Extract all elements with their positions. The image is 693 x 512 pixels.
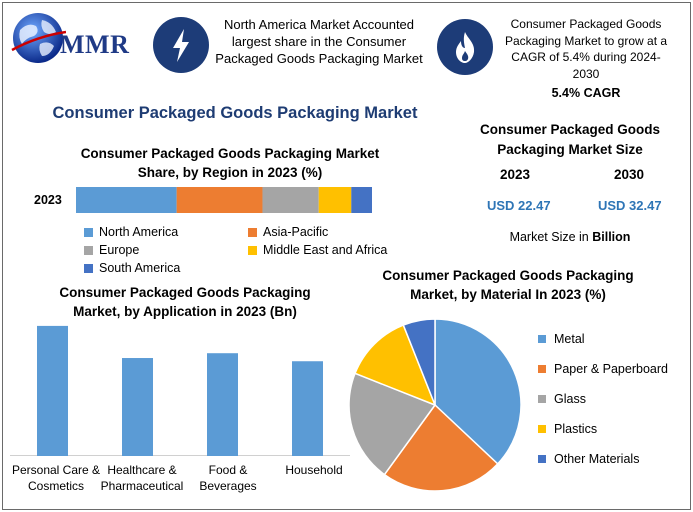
pie-slice-5 [402, 318, 436, 406]
year-2030: 2030 [614, 167, 645, 182]
legend-swatch [538, 365, 546, 373]
legend-swatch [538, 455, 546, 463]
legend-swatch [84, 227, 93, 237]
region-segment-1 [76, 187, 177, 213]
legend-swatch [84, 245, 93, 255]
lightning-bolt-icon [173, 29, 189, 62]
flame-icon [456, 32, 475, 63]
cagr-label: 5.4% CAGR [551, 86, 621, 100]
right-badge [437, 19, 493, 75]
market-size-note-prefix: Market Size in [509, 230, 593, 244]
size-2023: USD 22.47 [487, 198, 551, 213]
region-legend: North America Asia-Pacific Europe Middle… [84, 225, 404, 279]
application-chart-title: Consumer Packaged Goods Packaging Market… [59, 285, 311, 319]
application-bar-2 [122, 358, 153, 456]
pie-slice-1 [434, 318, 522, 465]
legend-label: North America [99, 225, 179, 239]
left-badge [153, 17, 209, 73]
market-size-note: Market Size in Billion [470, 230, 670, 244]
legend-glass: Glass [538, 392, 586, 406]
legend-paper-paperboard: Paper & Paperboard [538, 362, 668, 376]
legend-metal: Metal [538, 332, 585, 346]
legend-swatch [248, 245, 257, 255]
app-category-label: Household [285, 463, 343, 477]
legend-asia-pacific: Asia-Pacific [248, 225, 328, 239]
application-bar-4 [292, 361, 323, 456]
legend-swatch [84, 263, 93, 273]
legend-label: Paper & Paperboard [554, 362, 668, 376]
legend-swatch [248, 227, 257, 237]
legend-middle-east-africa: Middle East and Africa [248, 243, 387, 257]
region-segment-5 [351, 187, 372, 213]
globe-icon [11, 13, 66, 63]
legend-plastics: Plastics [538, 422, 597, 436]
app-category-label: Personal Care & Cosmetics [11, 463, 101, 493]
callout-north-america: North America Market Accounted largest s… [215, 17, 423, 66]
material-chart-title: Consumer Packaged Goods Packaging Market… [382, 268, 634, 302]
size-2030: USD 32.47 [598, 198, 662, 213]
main-title: Consumer Packaged Goods Packaging Market [52, 104, 418, 122]
pie-slice-4 [354, 324, 437, 407]
region-segment-2 [176, 187, 263, 213]
region-stacked-bar [76, 187, 372, 213]
pie-slice-3 [348, 372, 437, 476]
legend-label: Other Materials [554, 452, 640, 466]
market-size-title: Consumer Packaged Goods Packaging Market… [479, 122, 661, 157]
legend-label: Middle East and Africa [263, 243, 388, 257]
legend-label: Glass [554, 392, 586, 406]
legend-south-america: South America [84, 261, 180, 275]
region-chart-title: Consumer Packaged Goods Packaging Market… [80, 146, 380, 180]
legend-other-materials: Other Materials [538, 452, 639, 466]
application-bar-3 [207, 353, 238, 456]
market-size-unit: Billion [592, 230, 631, 244]
year-2023: 2023 [500, 167, 531, 182]
app-category-label: Food & Beverages [199, 463, 257, 493]
legend-swatch [538, 395, 546, 403]
app-category-label: Healthcare & Pharmaceutical [100, 463, 184, 493]
application-bar-1 [37, 325, 68, 456]
callout-cagr: Consumer Packaged Goods Packaging Market… [504, 17, 668, 81]
legend-swatch [538, 425, 546, 433]
legend-label: Metal [554, 332, 585, 346]
pie-slice-2 [383, 403, 499, 492]
legend-europe: Europe [84, 243, 139, 257]
region-segment-4 [318, 187, 352, 213]
material-legend: Metal Paper & Paperboard Glass Plastics … [538, 332, 688, 472]
material-pie-chart [348, 318, 522, 492]
region-segment-3 [262, 187, 319, 213]
legend-label: Europe [99, 243, 140, 257]
legend-label: Asia-Pacific [263, 225, 329, 239]
legend-swatch [538, 335, 546, 343]
mmr-logo: MMR [10, 8, 140, 68]
legend-north-america: North America [84, 225, 178, 239]
region-bar-category: 2023 [34, 193, 62, 207]
legend-label: Plastics [554, 422, 598, 436]
legend-label: South America [99, 261, 181, 275]
logo-text: MMR [60, 30, 130, 59]
application-bar-chart [10, 325, 350, 456]
